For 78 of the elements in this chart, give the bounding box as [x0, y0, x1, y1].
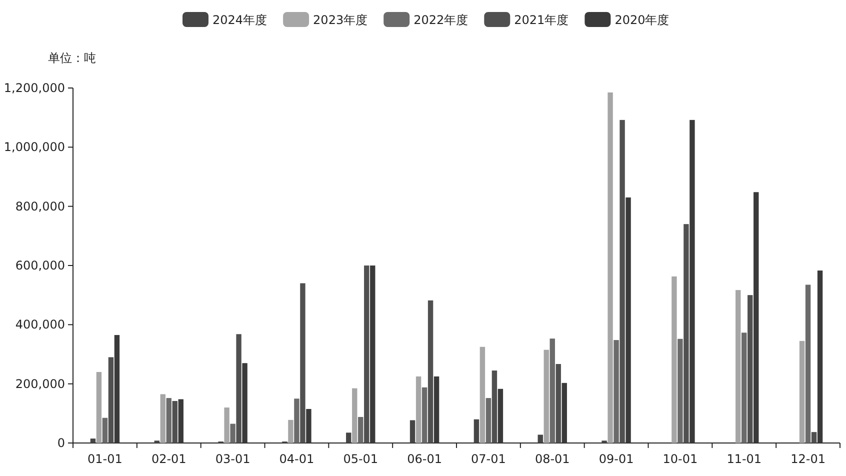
- bar: [799, 340, 805, 443]
- bar: [358, 416, 364, 443]
- bar: [370, 266, 376, 443]
- y-tick-label: 400,000: [15, 318, 65, 332]
- bar: [690, 120, 695, 443]
- bar: [748, 295, 753, 443]
- legend-label: 2022年度: [414, 13, 468, 27]
- bar: [811, 432, 817, 443]
- bar: [736, 290, 741, 443]
- x-tick-label: 06-01: [407, 452, 442, 466]
- x-tick-label: 03-01: [215, 452, 250, 466]
- bar: [416, 376, 422, 443]
- x-tick-label: 11-01: [726, 452, 762, 466]
- y-tick-label: 200,000: [15, 376, 65, 391]
- bar: [474, 419, 480, 443]
- bar: [102, 418, 108, 443]
- bar: [428, 300, 434, 443]
- y-tick-label: 800,000: [15, 199, 65, 214]
- bar: [805, 284, 811, 443]
- bar: [684, 224, 689, 443]
- y-tick-label: 600,000: [15, 258, 65, 272]
- bar: [498, 388, 504, 443]
- bar: [242, 363, 248, 443]
- bar: [160, 394, 166, 443]
- bar: [434, 376, 440, 443]
- x-tick-label: 07-01: [471, 452, 506, 466]
- bar: [544, 350, 549, 443]
- x-tick-label: 08-01: [534, 452, 570, 466]
- bar: [364, 266, 370, 443]
- bar: [300, 283, 306, 443]
- x-tick-label: 09-01: [598, 452, 634, 466]
- legend-label: 2021年度: [514, 13, 569, 27]
- x-tick-label: 01-01: [88, 452, 122, 466]
- bar: [346, 432, 352, 443]
- bar: [817, 270, 823, 443]
- x-tick-label: 10-01: [662, 452, 698, 466]
- bar: [178, 399, 184, 443]
- bar: [626, 197, 631, 443]
- bar: [294, 398, 300, 443]
- bar: [672, 276, 677, 443]
- bar: [172, 400, 178, 443]
- y-tick-label: 1,200,000: [4, 81, 65, 95]
- bar: [608, 92, 613, 443]
- legend-label: 2023年度: [313, 13, 368, 27]
- bar: [620, 120, 625, 443]
- bar: [562, 382, 567, 443]
- bar: [492, 370, 498, 443]
- bar: [742, 332, 747, 443]
- bar: [352, 388, 358, 443]
- bar: [556, 364, 561, 443]
- bar: [486, 398, 492, 443]
- bar: [614, 340, 619, 443]
- legend-label: 2024年度: [212, 13, 268, 27]
- bar: [288, 420, 294, 443]
- bar: [90, 438, 96, 443]
- x-tick-label: 12-01: [790, 452, 826, 466]
- bar: [166, 398, 172, 443]
- bar: [306, 408, 312, 443]
- y-axis-title: 单位：吨: [48, 51, 96, 65]
- bar: [114, 335, 120, 443]
- x-tick-label: 05-01: [343, 452, 378, 466]
- x-tick-label: 04-01: [279, 452, 314, 466]
- bar: [422, 387, 428, 443]
- bar: [224, 408, 230, 443]
- bar: [236, 334, 242, 443]
- bar: [550, 338, 555, 443]
- x-tick-label: 02-01: [151, 452, 186, 466]
- y-tick-label: 0: [57, 436, 65, 450]
- bar: [538, 434, 543, 443]
- y-tick-label: 1,000,000: [4, 140, 65, 154]
- bar: [96, 372, 102, 443]
- bar: [678, 338, 683, 443]
- bar: [480, 346, 486, 443]
- legend-label: 2020年度: [614, 13, 670, 27]
- bar: [754, 192, 759, 443]
- bar: [108, 357, 114, 443]
- bar: [230, 424, 236, 443]
- bar: [410, 420, 416, 443]
